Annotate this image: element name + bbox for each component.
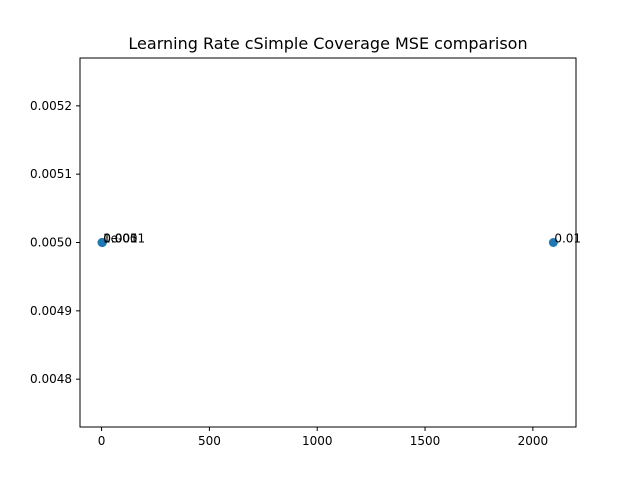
x-tick-label: 1000 (302, 434, 333, 448)
data-point-label: 1e-05 (103, 232, 138, 246)
data-point (97, 238, 107, 247)
data-point-label: 0.0001 (103, 232, 145, 246)
x-tick-label: 500 (198, 434, 221, 448)
data-point (548, 238, 558, 247)
y-tick-label: 0.0048 (30, 372, 72, 386)
y-tick-label: 0.0051 (30, 167, 72, 181)
data-point-label: 0.001 (103, 232, 137, 246)
y-tick-label: 0.0049 (30, 304, 72, 318)
x-tick-label: 2000 (518, 434, 549, 448)
data-point-label: 0.01 (554, 232, 581, 246)
chart-title: Learning Rate cSimple Coverage MSE compa… (128, 34, 527, 53)
x-tick-label: 0 (98, 434, 106, 448)
x-axis: 0 500 1000 1500 2000 (98, 427, 548, 448)
x-tick-label: 1500 (410, 434, 441, 448)
plot-area-frame (79, 57, 577, 428)
y-tick-label: 0.0052 (30, 99, 72, 113)
y-tick-label: 0.0050 (30, 236, 72, 250)
y-axis: 0.0048 0.0049 0.0050 0.0051 0.0052 (30, 99, 80, 386)
